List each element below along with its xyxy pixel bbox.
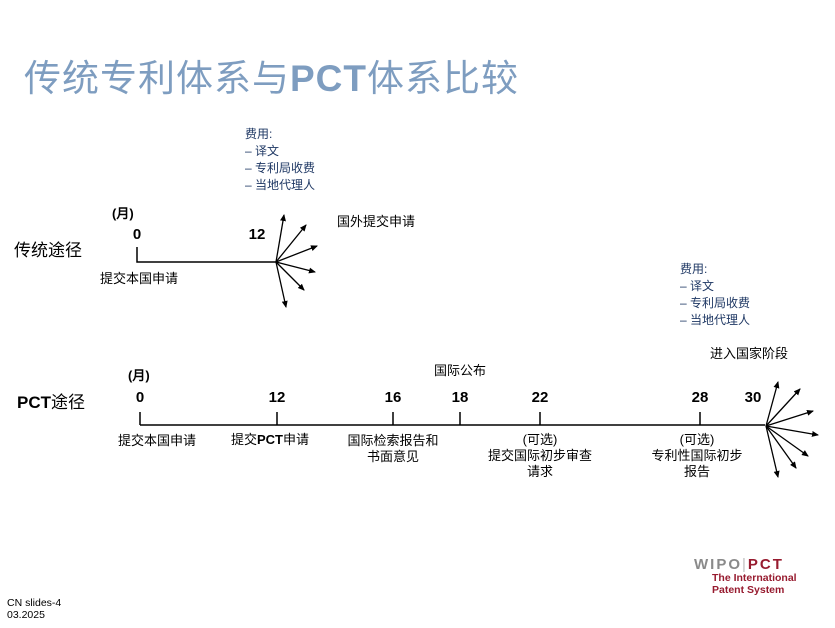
pct-event-prelim-exam-request: (可选) 提交国际初步审查 请求 (488, 432, 592, 480)
pct-filing-post: 申请 (283, 432, 310, 447)
pct-month-18: 18 (451, 389, 469, 406)
pct-event-pct-filing: 提交PCT申请 (231, 432, 309, 448)
search-report-line1: 国际检索报告和 (347, 433, 439, 448)
slide-title-part3: 体系比较 (367, 58, 519, 99)
fee-item-agent: – 当地代理人 (680, 313, 751, 327)
pct-route-label-pct: PCT (17, 393, 51, 412)
foreign-filing-label: 国外提交申请 (337, 214, 416, 229)
fee-item-office: – 专利局收费 (680, 296, 751, 310)
fees-list-pct: 费用: – 译文 – 专利局收费 – 当地代理人 (680, 261, 750, 329)
fee-item-translation: – 译文 (245, 144, 280, 158)
fee-item-translation: – 译文 (680, 279, 715, 293)
wipo-text: WIPO (694, 556, 742, 573)
pct-month-22: 22 (531, 389, 549, 406)
slide-footer: CN slides-4 03.2025 (7, 597, 62, 621)
pct-filing-bold: PCT (257, 432, 283, 447)
traditional-home-filing-label: 提交本国申请 (100, 271, 179, 286)
search-report-line2: 书面意见 (366, 449, 420, 464)
pct-route-label-rest: 途径 (51, 393, 85, 412)
pct-timeline (139, 412, 765, 426)
pct-month-0: 0 (135, 389, 145, 406)
fees-list-traditional: 费用: – 译文 – 专利局收费 – 当地代理人 (245, 126, 315, 194)
pct-route-label: PCT途径 (17, 388, 85, 413)
logo-wordmark: WIPO|PCT (694, 556, 797, 573)
traditional-month-0: 0 (132, 226, 142, 243)
pct-filing-pre: 提交 (230, 432, 257, 447)
fee-item-agent: – 当地代理人 (245, 178, 316, 192)
prelim-exam-optional: (可选) (522, 432, 558, 447)
slide-title-pct: PCT (290, 58, 367, 99)
pct-month-16: 16 (384, 389, 402, 406)
pct-event-search-report: 国际检索报告和 书面意见 (347, 433, 438, 465)
prelim-exam-line2: 提交国际初步审查 (487, 448, 593, 463)
pct-fan-arrows (765, 381, 819, 478)
traditional-route-label: 传统途径 (14, 241, 82, 260)
footer-slide-id: CN slides-4 (7, 597, 62, 609)
national-phase-label: 进入国家阶段 (710, 346, 789, 361)
footer-date: 03.2025 (7, 608, 45, 621)
wipo-pct-logo: WIPO|PCT The International Patent System (694, 556, 797, 596)
fees-header: 费用: (245, 127, 273, 141)
traditional-fan-arrows (275, 214, 318, 308)
traditional-month-12: 12 (248, 226, 266, 243)
pct-month-unit: (月) (128, 368, 150, 383)
pct-month-30: 30 (744, 389, 762, 406)
pct-event-patentability-report: (可选) 专利性国际初步 报告 (651, 432, 742, 480)
traditional-timeline (136, 247, 276, 263)
logo-tagline-line2: Patent System (712, 583, 785, 596)
traditional-month-unit: (月) (112, 206, 134, 221)
pct-month-12: 12 (268, 389, 286, 406)
logo-tagline: The International Patent System (712, 572, 797, 596)
patentability-optional: (可选) (679, 432, 715, 447)
prelim-exam-line3: 请求 (526, 464, 554, 479)
intl-publication-label: 国际公布 (434, 363, 487, 378)
patentability-line3: 报告 (683, 464, 711, 479)
patentability-line2: 专利性国际初步 (651, 448, 743, 463)
pct-month-28: 28 (691, 389, 709, 406)
logo-tagline-line1: The International (712, 572, 797, 584)
fee-item-office: – 专利局收费 (245, 161, 316, 175)
slide-title-part1: 传统专利体系与 (24, 58, 290, 99)
pct-text: PCT (747, 556, 784, 573)
slide-title: 传统专利体系与PCT体系比较 (24, 48, 519, 102)
fees-header: 费用: (680, 262, 708, 276)
pct-event-home-filing: 提交本国申请 (117, 433, 197, 448)
logo-separator: | (742, 556, 748, 573)
